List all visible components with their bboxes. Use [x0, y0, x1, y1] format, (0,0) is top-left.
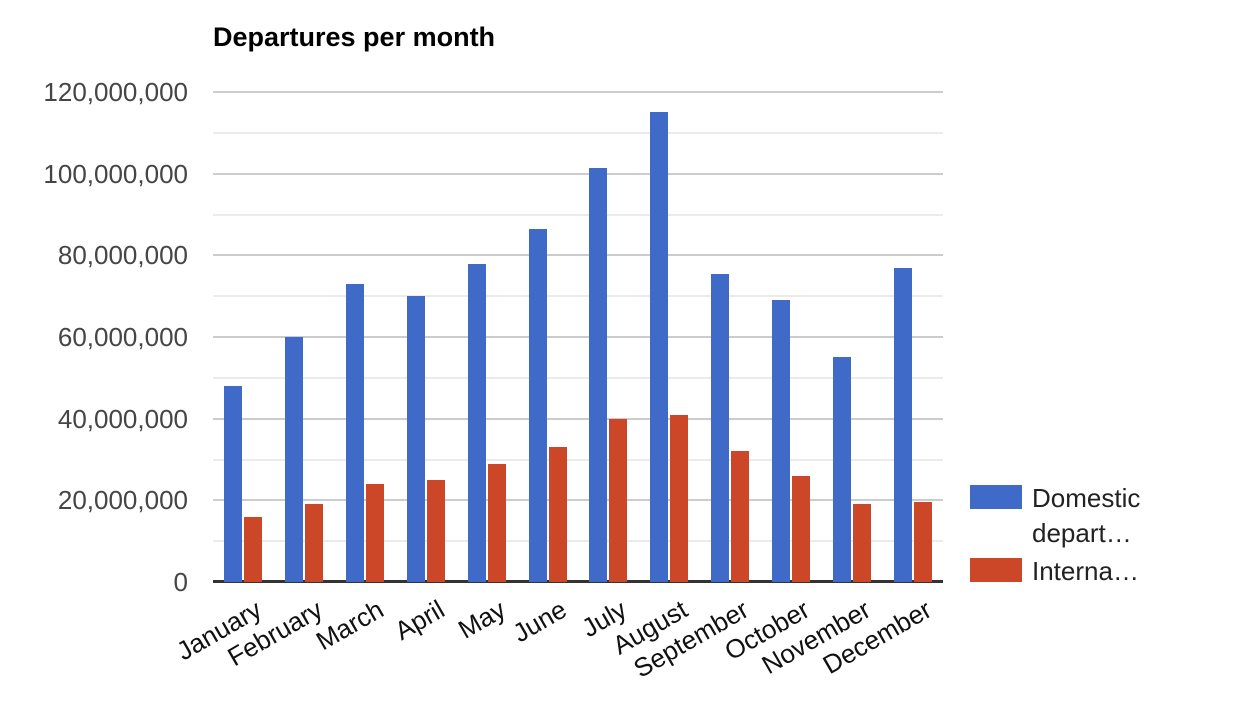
y-axis-label-: 20,000,000 [57, 485, 188, 516]
y-axis-label-: 60,000,000 [57, 322, 188, 352]
bar-domestic-depart-july[interactable] [589, 167, 608, 582]
legend-swatch-domestic-depart [970, 485, 1022, 509]
gridline-major-60000000 [213, 336, 943, 338]
gridline-major-80000000 [213, 254, 943, 257]
y-axis-label-: 100,000,000 [43, 158, 188, 189]
legend-swatch-interna [970, 558, 1022, 582]
gridline-major-100000000 [213, 172, 943, 175]
bar-domestic-depart-september[interactable] [711, 273, 730, 582]
gridline-minor-90000000 [213, 213, 943, 216]
y-axis-label-: 40,000,000 [57, 403, 188, 434]
y-axis-label-: 120,000,000 [43, 77, 188, 107]
bar-interna-january[interactable] [244, 516, 263, 582]
bar-interna-november[interactable] [852, 504, 871, 582]
gridline-minor-110000000 [213, 131, 943, 134]
gridline-minor-70000000 [213, 295, 943, 298]
bar-interna-february[interactable] [305, 504, 324, 582]
bar-interna-september[interactable] [731, 451, 750, 582]
bar-domestic-depart-october[interactable] [771, 300, 790, 582]
bar-domestic-depart-april[interactable] [406, 296, 425, 582]
bar-domestic-depart-march[interactable] [346, 283, 365, 582]
gridline-major-120000000 [213, 91, 943, 93]
gridline-major-40000000 [213, 417, 943, 420]
x-axis-line [213, 580, 943, 583]
bar-interna-march[interactable] [366, 484, 385, 582]
bar-interna-august[interactable] [670, 414, 689, 582]
bar-domestic-depart-february[interactable] [285, 337, 304, 582]
gridline-minor-50000000 [213, 376, 943, 379]
bar-interna-july[interactable] [609, 418, 628, 582]
legend-item-interna: Interna… [970, 554, 1139, 589]
legend-item-domestic-depart: Domestic depart… [970, 481, 1217, 551]
gridline-minor-10000000 [213, 540, 943, 543]
legend-label: Interna… [1032, 556, 1139, 586]
bar-domestic-depart-november[interactable] [832, 357, 851, 582]
bar-interna-april[interactable] [426, 479, 445, 582]
gridline-major-20000000 [213, 499, 943, 502]
plot-area [213, 91, 943, 583]
bar-interna-december[interactable] [913, 502, 932, 582]
y-axis-label-: 0 [173, 567, 188, 597]
bar-domestic-depart-august[interactable] [650, 112, 669, 582]
bar-interna-october[interactable] [791, 475, 810, 582]
bar-interna-june[interactable] [548, 447, 567, 582]
chart-title: Departures per month [213, 22, 496, 52]
bar-domestic-depart-january[interactable] [224, 386, 243, 582]
bar-domestic-depart-december[interactable] [893, 267, 912, 582]
bar-domestic-depart-june[interactable] [528, 228, 547, 582]
bar-interna-may[interactable] [487, 463, 506, 582]
gridline-minor-30000000 [213, 458, 943, 461]
y-axis-label-: 80,000,000 [57, 240, 188, 271]
legend-label: Domestic depart… [1032, 483, 1141, 548]
bar-domestic-depart-may[interactable] [467, 263, 486, 582]
